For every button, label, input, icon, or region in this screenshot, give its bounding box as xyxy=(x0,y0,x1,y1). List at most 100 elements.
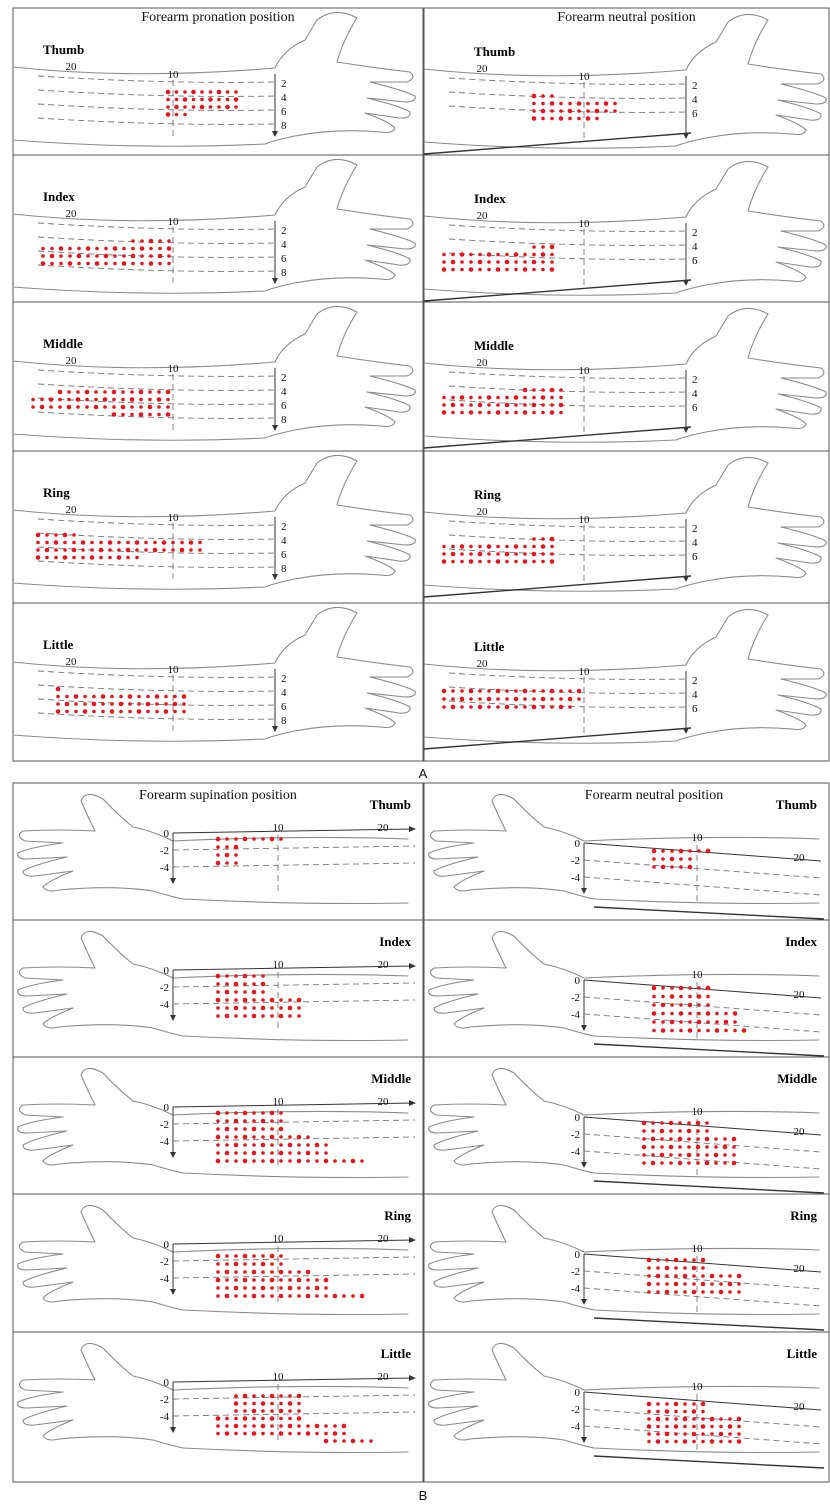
measurement-dot xyxy=(252,837,256,841)
measurement-dot xyxy=(297,1401,301,1406)
measurement-dot xyxy=(153,540,157,545)
measurement-dot xyxy=(224,852,230,858)
measurement-dot xyxy=(297,1270,301,1274)
forearm-edge-line xyxy=(423,279,692,302)
measurement-dot xyxy=(540,544,546,549)
measurement-dot xyxy=(183,105,187,109)
measurement-dot xyxy=(656,1290,660,1294)
measurement-dot xyxy=(261,1135,265,1139)
measurement-dot xyxy=(269,1158,275,1164)
x-tick-20: 20 xyxy=(378,1096,390,1108)
measurement-dot xyxy=(99,555,103,560)
axis-arrowhead xyxy=(409,826,416,832)
dashed-guide-line xyxy=(172,1119,416,1125)
measurement-dot xyxy=(148,397,152,402)
measurement-dot xyxy=(100,694,106,699)
measurement-dot xyxy=(287,1005,293,1011)
measurement-dot xyxy=(679,1020,683,1024)
measurement-dot xyxy=(234,1014,238,1018)
measurement-dot xyxy=(242,1277,248,1283)
measurement-dot xyxy=(242,1393,248,1399)
measurement-dot xyxy=(224,1150,230,1156)
y-tick: -4 xyxy=(571,1146,581,1158)
y-tick: 4 xyxy=(281,239,287,251)
measurement-dot xyxy=(687,864,693,870)
measurement-dot xyxy=(469,705,473,709)
measurement-dot xyxy=(138,412,144,417)
measurement-dot xyxy=(234,105,238,109)
measurement-dot xyxy=(76,390,80,394)
measurement-dot xyxy=(522,267,528,272)
y-tick: 0 xyxy=(575,838,581,850)
measurement-dot xyxy=(705,1129,709,1133)
measurement-dot xyxy=(166,397,170,402)
measurement-dot xyxy=(664,1431,670,1437)
dashed-guide-line xyxy=(448,385,687,393)
measurement-dot xyxy=(661,1020,665,1024)
measurement-dot xyxy=(62,555,68,560)
panel-b-1-4: 0 -2 -4 10 20 Little xyxy=(423,1331,830,1483)
y-tick: 4 xyxy=(692,689,698,701)
measurement-dot xyxy=(549,410,555,415)
measurement-dot xyxy=(495,688,501,694)
measurement-dot xyxy=(549,387,555,393)
measurement-dot xyxy=(59,254,63,258)
measurement-dot xyxy=(532,267,536,272)
measurement-dot xyxy=(77,246,81,251)
y-tick: 0 xyxy=(575,1249,581,1261)
measurement-dot xyxy=(182,702,186,706)
measurement-dot xyxy=(166,246,172,251)
measurement-dot xyxy=(234,1431,238,1436)
measurement-dot xyxy=(234,837,238,841)
measurement-dot xyxy=(279,1394,283,1398)
measurement-dot xyxy=(278,1269,284,1275)
measurement-dot xyxy=(496,697,500,701)
dashed-guide-line xyxy=(37,546,276,554)
measurement-dot xyxy=(342,1294,346,1298)
forearm-edge-line xyxy=(593,1455,825,1469)
measurement-dot xyxy=(225,90,230,94)
measurement-dot xyxy=(532,544,536,549)
measurement-dot xyxy=(650,1136,656,1142)
dashed-guide-line xyxy=(37,103,276,111)
measurement-dot xyxy=(496,260,500,264)
measurement-dot xyxy=(736,1439,742,1444)
dashed-guide-line xyxy=(448,548,687,556)
measurement-dot xyxy=(261,1416,265,1421)
measurement-dot xyxy=(687,1161,691,1165)
measurement-dot xyxy=(279,1416,283,1421)
x-tick-20: 20 xyxy=(66,208,78,220)
measurement-dot xyxy=(692,1282,696,1286)
measurement-dot xyxy=(647,1409,651,1414)
x-tick-20: 20 xyxy=(66,504,78,516)
measurement-dot xyxy=(216,990,220,994)
y-tick: -4 xyxy=(160,1273,170,1285)
measurement-dot xyxy=(656,1282,660,1286)
measurement-dot xyxy=(234,853,238,857)
measurement-dot xyxy=(652,857,656,861)
measurement-dot xyxy=(67,261,73,266)
measurement-dot xyxy=(251,1150,257,1156)
measurement-dot xyxy=(251,1408,257,1414)
dashed-guide-line xyxy=(448,371,687,379)
measurement-dot xyxy=(342,1431,346,1436)
measurement-dot xyxy=(252,998,256,1002)
measurement-dot xyxy=(57,389,63,395)
hand-outline xyxy=(428,1342,820,1454)
axis-arrowhead xyxy=(683,133,689,139)
y-tick: -4 xyxy=(571,872,581,884)
measurement-dot xyxy=(191,89,196,95)
measurement-dot xyxy=(72,555,76,560)
y-tick: 2 xyxy=(281,521,287,533)
measurement-dot xyxy=(441,559,447,564)
measurement-dot xyxy=(59,261,63,266)
measurement-dot xyxy=(252,982,256,986)
measurement-dot xyxy=(260,1118,266,1124)
measurement-dot xyxy=(550,109,554,113)
measurement-dot xyxy=(531,93,537,99)
measurement-dot xyxy=(158,246,162,251)
measurement-dot xyxy=(243,1424,247,1428)
measurement-dot xyxy=(174,97,179,102)
measurement-dot xyxy=(692,1417,696,1421)
panel-b-0-1: 0 -2 -4 10 20 Index xyxy=(12,919,424,1058)
